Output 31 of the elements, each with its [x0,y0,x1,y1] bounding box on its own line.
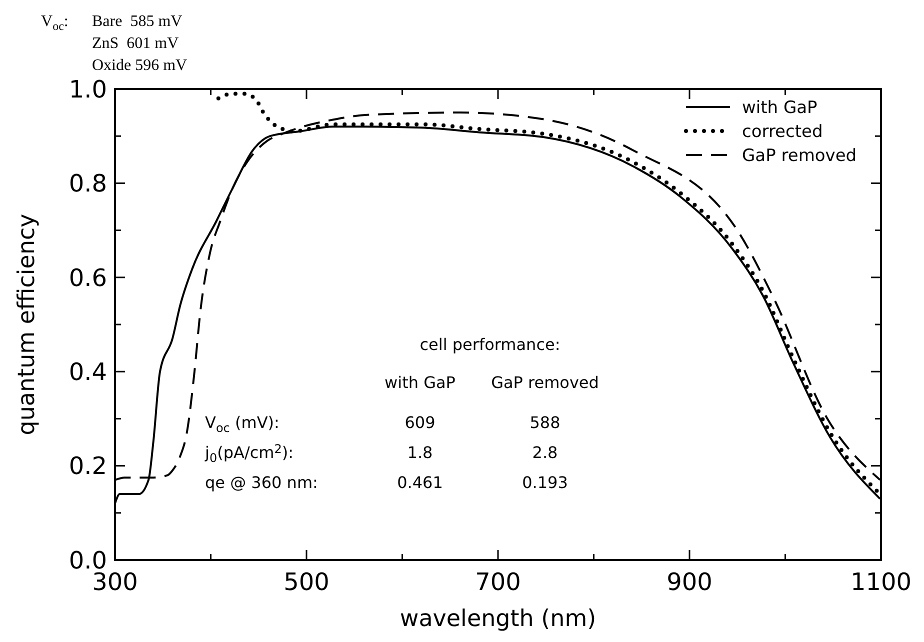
annotation: with GaP [384,373,456,392]
legend-label: with GaP [742,98,818,118]
y-tick-label: 0.2 [68,452,107,480]
text: V$_{oc}$: [41,13,68,33]
legend-label: GaP removed [742,146,857,166]
annotation: GaP removed [491,373,599,392]
text: ZnS 601 mV [92,35,180,52]
annotation: 1.8 [407,443,433,462]
x-tick-label: 1100 [850,568,912,596]
legend-label: corrected [742,122,823,142]
y-tick-label: 0.6 [68,264,107,292]
x-tick-label: 700 [475,568,521,596]
x-axis-title: wavelength (nm) [400,606,596,632]
text: Bare 585 mV [92,13,183,30]
x-tick-label: 900 [666,568,712,596]
y-tick-label: 1.0 [68,75,107,104]
annotation: 609 [404,413,436,432]
y-tick-label: 0.8 [68,170,107,198]
annotation: cell performance: [420,335,560,354]
annotation: j$_{0}$(pA/cm$^{2}$): [204,442,294,465]
text: Oxide 596 mV [92,57,188,74]
annotation: 588 [530,413,560,432]
y-axis-title: quantum efficiency [14,214,40,436]
annotation: 2.8 [532,443,558,462]
annotation: V$_{oc}$ (mV): [205,413,280,435]
annotation: qe @ 360 nm: [205,473,318,492]
x-tick-label: 500 [284,568,330,596]
x-tick-label: 300 [92,568,138,596]
annotation: 0.461 [397,473,443,492]
y-tick-label: 0.4 [68,358,107,386]
annotation: 0.193 [522,473,568,492]
